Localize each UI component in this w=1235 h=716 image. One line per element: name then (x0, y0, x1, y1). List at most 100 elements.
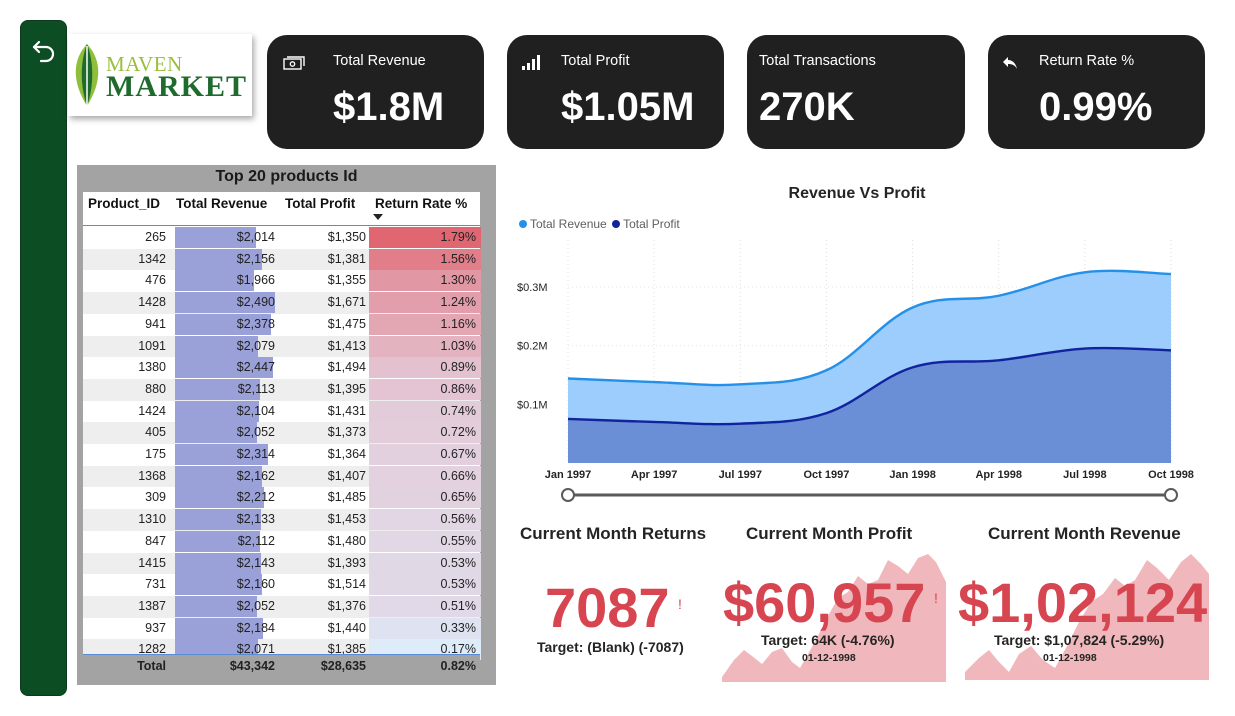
cell-total-revenue: $2,133 (236, 512, 275, 527)
x-tick-label: Oct 1997 (803, 469, 849, 481)
cell-total-profit: $1,671 (327, 295, 366, 310)
table-row[interactable]: 937 $2,184 $1,440 0.33% (83, 617, 481, 640)
table-row[interactable]: 1387 $2,052 $1,376 0.51% (83, 595, 481, 618)
chart-title: Revenue Vs Profit (788, 185, 926, 202)
revenue-data-bar (175, 422, 258, 444)
return-rate-heat-cell (369, 530, 481, 552)
cell-return-rate: 0.72% (440, 425, 476, 440)
cell-total-profit: $1,485 (327, 490, 366, 505)
return-rate-heat-cell (369, 335, 481, 357)
x-tick-label: Jan 1998 (889, 469, 935, 481)
top-products-table: Product_ID Total Revenue Total Profit Re… (83, 192, 481, 679)
return-rate-heat-cell (369, 595, 481, 617)
cell-return-rate: 0.67% (440, 447, 476, 461)
column-header-total-profit[interactable]: Total Profit (285, 196, 356, 211)
cell-total-revenue: $2,071 (236, 642, 275, 657)
cell-total-profit: $1,350 (327, 230, 366, 244)
cell-total-revenue: $2,160 (236, 577, 275, 592)
cell-return-rate: 0.74% (440, 403, 476, 418)
cell-product-id: 1387 (138, 598, 166, 613)
cell-total-revenue: $2,162 (236, 468, 275, 483)
cell-total-profit: $1,431 (327, 403, 366, 418)
table-row[interactable]: 1368 $2,162 $1,407 0.66% (83, 465, 481, 488)
current-month-revenue-date: 01-12-1998 (1043, 652, 1097, 664)
revenue-data-bar (175, 248, 262, 270)
revenue-data-bar (175, 444, 268, 465)
total-label: Total (137, 659, 166, 673)
cash-icon (283, 56, 305, 70)
current-month-profit-date: 01-12-1998 (802, 652, 856, 664)
logo-text-market: MARKET (106, 70, 247, 103)
table-row[interactable]: 1380 $2,447 $1,494 0.89% (83, 357, 481, 379)
profit-line (567, 346, 1172, 426)
table-row[interactable]: 1310 $2,133 $1,453 0.56% (83, 509, 481, 531)
table-row[interactable]: 265 $2,014 $1,350 1.79% (83, 227, 481, 249)
kpi-title: Total Transactions (759, 53, 876, 69)
current-month-revenue-target: Target: $1,07,824 (-5.29%) (994, 632, 1165, 648)
table-row[interactable]: 1415 $2,143 $1,393 0.53% (83, 552, 481, 575)
slider-start-handle[interactable] (561, 488, 575, 502)
return-rate-heat-cell (369, 465, 481, 487)
table-row[interactable]: 1091 $2,079 $1,413 1.03% (83, 335, 481, 358)
x-tick-label: Jul 1997 (719, 469, 762, 481)
cell-total-revenue: $2,212 (236, 490, 275, 505)
kpi-title: Total Revenue (333, 53, 426, 69)
column-header-product-id[interactable]: Product_ID (88, 196, 161, 211)
alert-icon: ! (678, 596, 682, 612)
table-row[interactable]: 880 $2,113 $1,395 0.86% (83, 378, 481, 401)
x-tick-label: Apr 1998 (975, 469, 1021, 481)
cell-total-profit: $1,407 (327, 468, 366, 483)
table-row[interactable]: 476 $1,966 $1,355 1.30% (83, 270, 481, 293)
cell-product-id: 1428 (138, 295, 166, 310)
cell-return-rate: 0.65% (440, 490, 476, 505)
revenue-data-bar (175, 552, 262, 574)
total-return-rate-value: 0.82% (440, 659, 476, 673)
table-row[interactable]: 1342 $2,156 $1,381 1.56% (83, 248, 481, 271)
x-tick-label: Jan 1997 (545, 469, 591, 481)
cell-total-revenue: $2,314 (236, 447, 275, 461)
return-rate-heat-cell (369, 270, 481, 292)
cell-product-id: 1342 (138, 251, 166, 266)
kpi-total-transactions: Total Transactions 270K (747, 35, 965, 149)
table-row[interactable]: 1428 $2,490 $1,671 1.24% (83, 292, 481, 314)
legend-profit-label[interactable]: Total Profit (623, 217, 680, 231)
return-rate-heat-cell (369, 509, 481, 531)
alert-icon: ! (934, 590, 938, 606)
table-row[interactable]: 1424 $2,104 $1,431 0.74% (83, 400, 481, 423)
current-month-returns-target: Target: (Blank) (-7087) (537, 639, 684, 655)
return-rate-heat-cell (369, 227, 481, 248)
cell-total-profit: $1,364 (327, 447, 366, 461)
y-tick-label: $0.3M (517, 282, 548, 294)
legend-profit-marker (612, 220, 621, 228)
y-tick-label: $0.2M (517, 341, 548, 353)
table-row[interactable]: 405 $2,052 $1,373 0.72% (83, 422, 481, 444)
table-row[interactable]: 941 $2,378 $1,475 1.16% (83, 313, 481, 336)
table-row[interactable]: 175 $2,314 $1,364 0.67% (83, 444, 481, 466)
revenue-profit-area-chart[interactable]: $0.1M $0.2M $0.3M Jan 1997 Apr 1997 Jul 1997 O… (505, 230, 1215, 510)
total-revenue-value: $43,342 (229, 659, 275, 673)
cell-return-rate: 0.51% (440, 598, 476, 613)
table-row[interactable]: 847 $2,112 $1,480 0.55% (83, 530, 481, 553)
cell-product-id: 309 (145, 490, 166, 505)
cell-total-profit: $1,494 (327, 360, 366, 375)
current-month-revenue-title: Current Month Revenue (988, 524, 1181, 543)
column-header-return-rate[interactable]: Return Rate % (375, 196, 468, 211)
cell-product-id: 880 (145, 381, 166, 396)
cell-total-revenue: $2,014 (236, 230, 275, 244)
cell-total-revenue: $1,966 (236, 273, 275, 288)
cell-return-rate: 1.56% (440, 251, 476, 266)
table-row[interactable]: 731 $2,160 $1,514 0.53% (83, 574, 481, 596)
cell-product-id: 1368 (138, 468, 166, 483)
legend-revenue-label[interactable]: Total Revenue (530, 217, 607, 231)
cell-total-profit: $1,376 (327, 598, 366, 613)
profit-sparkline-area (722, 554, 946, 682)
kpi-value: 0.99% (1039, 85, 1153, 129)
table-total-row: Total $43,342 $28,635 0.82% (83, 655, 480, 679)
cell-total-profit: $1,413 (327, 338, 366, 353)
back-arrow-icon[interactable] (31, 37, 57, 63)
column-header-total-revenue[interactable]: Total Revenue (176, 196, 268, 211)
sort-descending-icon[interactable] (373, 214, 383, 221)
slider-end-handle[interactable] (1164, 488, 1178, 502)
cell-total-revenue: $2,156 (236, 251, 275, 266)
table-row[interactable]: 309 $2,212 $1,485 0.65% (83, 487, 481, 510)
